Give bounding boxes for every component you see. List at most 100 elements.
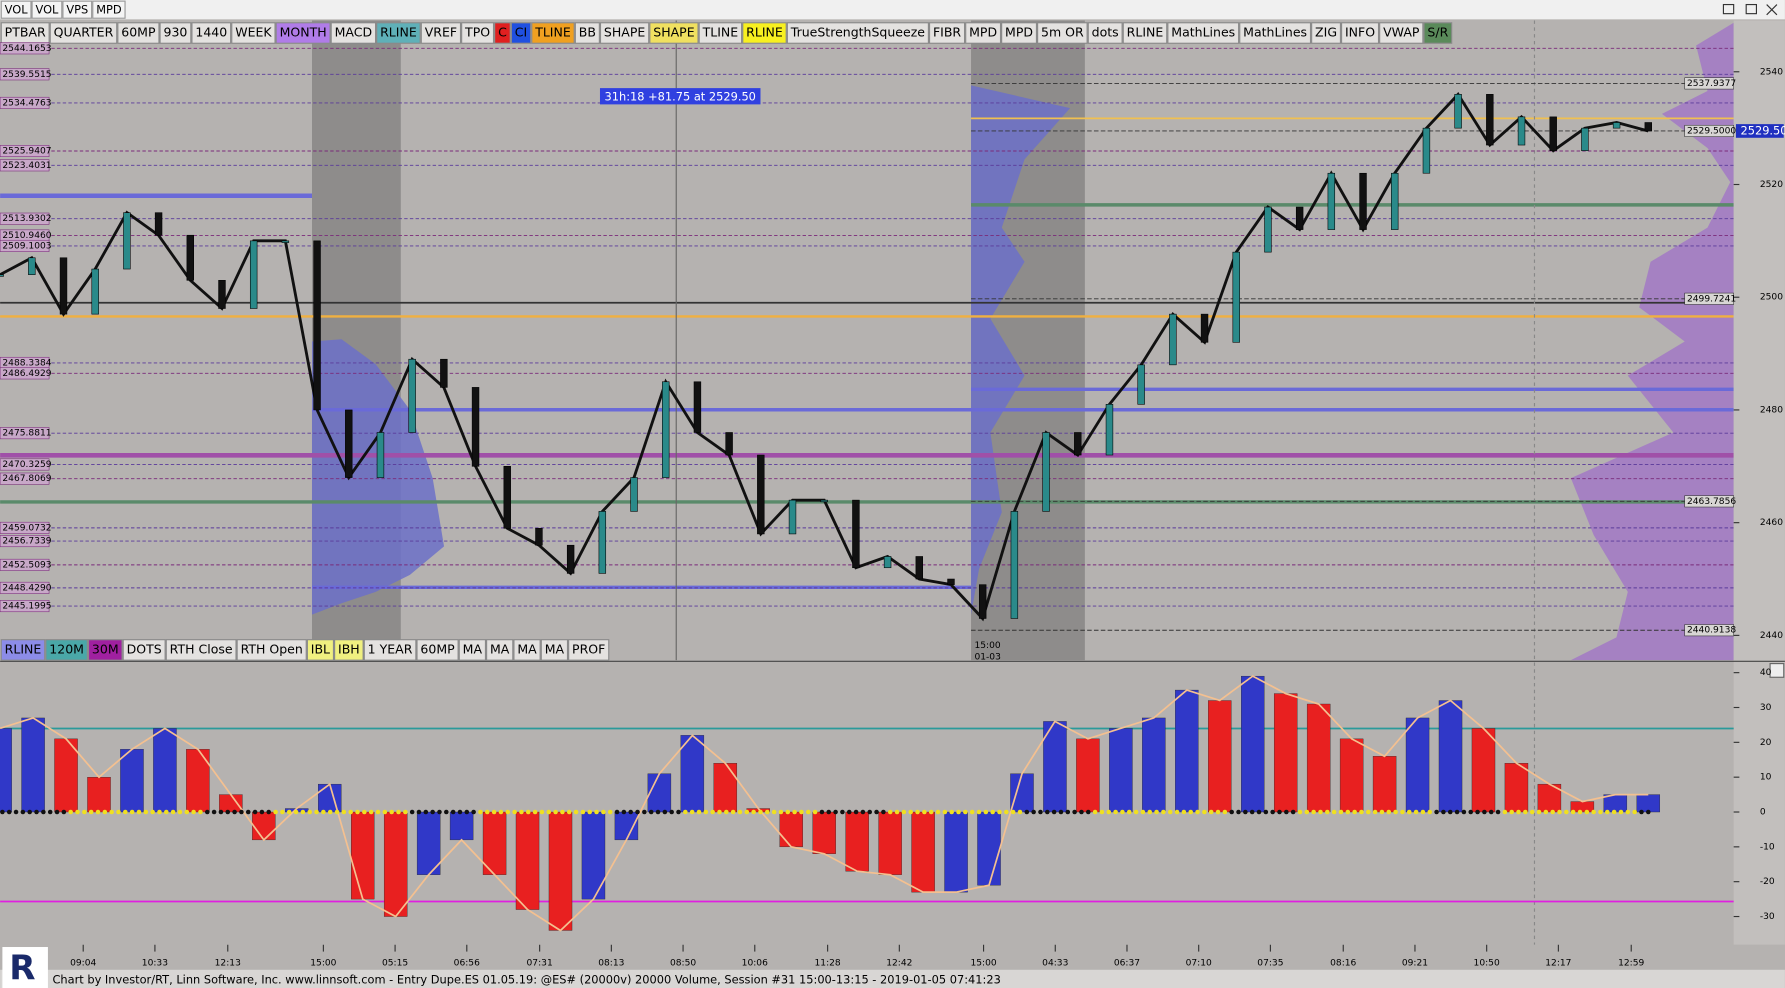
- toolbar-button-bg[interactable]: [416, 639, 459, 661]
- toolbar-button[interactable]: TLINE: [534, 25, 571, 40]
- panel-button[interactable]: [1769, 663, 1785, 678]
- menu-box[interactable]: [62, 0, 93, 19]
- toolbar-button[interactable]: RLINE: [380, 25, 417, 40]
- toolbar-button-bg[interactable]: [540, 639, 569, 661]
- toolbar-button[interactable]: MA: [517, 641, 537, 656]
- toolbar-button[interactable]: RTH Close: [170, 641, 233, 656]
- toolbar-button[interactable]: SHAPE: [604, 25, 645, 40]
- toolbar-button-bg[interactable]: [513, 639, 541, 661]
- toolbar-button-bg[interactable]: [1001, 22, 1038, 44]
- toolbar-button-bg[interactable]: [1037, 22, 1088, 44]
- menu-item[interactable]: VOL: [36, 3, 60, 17]
- toolbar-button-bg[interactable]: [1239, 22, 1312, 44]
- toolbar-button-bg[interactable]: [568, 639, 610, 661]
- toolbar-button[interactable]: SHAPE: [653, 25, 694, 40]
- toolbar-button[interactable]: 1440: [195, 25, 227, 40]
- toolbar-button[interactable]: RLINE: [5, 641, 42, 656]
- toolbar-button-bg[interactable]: [117, 22, 160, 44]
- toolbar-button-bg[interactable]: [1087, 22, 1123, 44]
- toolbar-button[interactable]: IBH: [338, 641, 360, 656]
- toolbar-button[interactable]: 60MP: [420, 641, 455, 656]
- toolbar-button[interactable]: C: [498, 25, 507, 40]
- toolbar-button[interactable]: FIBR: [933, 25, 961, 40]
- menu-item[interactable]: VPS: [66, 3, 88, 17]
- toolbar-button[interactable]: WEEK: [235, 25, 272, 40]
- toolbar-button[interactable]: BB: [579, 25, 596, 40]
- toolbar-button[interactable]: VREF: [425, 25, 457, 40]
- close-icon[interactable]: [1766, 4, 1778, 16]
- toolbar-button-bg[interactable]: [306, 639, 335, 661]
- toolbar-button-bg[interactable]: [965, 22, 1002, 44]
- toolbar-button[interactable]: MathLines: [1171, 25, 1235, 40]
- toolbar-button[interactable]: ZIG: [1315, 25, 1337, 40]
- toolbar-button-bg[interactable]: [122, 639, 166, 661]
- menu-box[interactable]: [92, 0, 126, 19]
- toolbar-button-bg[interactable]: [486, 639, 514, 661]
- toolbar-button[interactable]: VWAP: [1383, 25, 1420, 40]
- toolbar-button-bg[interactable]: [649, 22, 699, 44]
- toolbar-button[interactable]: TrueStrengthSqueeze: [790, 25, 926, 40]
- menu-item[interactable]: MPD: [96, 3, 122, 17]
- toolbar-button-bg[interactable]: [494, 22, 511, 44]
- toolbar-button-bg[interactable]: [334, 639, 364, 661]
- toolbar-button[interactable]: MPD: [969, 25, 997, 40]
- toolbar-button[interactable]: S/R: [1427, 25, 1448, 40]
- toolbar-button-bg[interactable]: [159, 22, 192, 44]
- toolbar-button[interactable]: TPO: [464, 25, 490, 40]
- toolbar-button[interactable]: IBL: [311, 641, 330, 656]
- toolbar-button[interactable]: 60MP: [121, 25, 156, 40]
- toolbar-button-bg[interactable]: [363, 639, 417, 661]
- toolbar-button[interactable]: 930: [164, 25, 188, 40]
- toolbar-button-bg[interactable]: [330, 22, 377, 44]
- toolbar-button[interactable]: CI: [515, 25, 527, 40]
- toolbar-button[interactable]: MPD: [1005, 25, 1033, 40]
- toolbar-button[interactable]: RLINE: [746, 25, 783, 40]
- toolbar-button-bg[interactable]: [420, 22, 462, 44]
- toolbar-button[interactable]: MathLines: [1243, 25, 1307, 40]
- window-controls[interactable]: [1722, 3, 1778, 16]
- toolbar-button-bg[interactable]: [231, 22, 276, 44]
- toolbar-button-bg[interactable]: [574, 22, 600, 44]
- menu-item[interactable]: VOL: [5, 3, 29, 17]
- toolbar-button-bg[interactable]: [275, 22, 331, 44]
- toolbar-button[interactable]: 1 YEAR: [368, 641, 413, 656]
- toolbar-button-bg[interactable]: [49, 22, 118, 44]
- toolbar-button[interactable]: 30M: [92, 641, 119, 656]
- toolbar-button[interactable]: RTH Open: [241, 641, 303, 656]
- toolbar-button-bg[interactable]: [165, 639, 237, 661]
- menu-box[interactable]: [31, 0, 63, 19]
- toolbar-button[interactable]: RLINE: [1127, 25, 1164, 40]
- toolbar-button[interactable]: MACD: [335, 25, 373, 40]
- toolbar-button-bg[interactable]: [1167, 22, 1240, 44]
- toolbar-button-bg[interactable]: [191, 22, 232, 44]
- toolbar-button-bg[interactable]: [1311, 22, 1342, 44]
- maximize-icon[interactable]: [1745, 3, 1758, 15]
- toolbar-button-bg[interactable]: [1122, 22, 1168, 44]
- toolbar-button-bg[interactable]: [742, 22, 787, 44]
- toolbar-button-bg[interactable]: [786, 22, 929, 44]
- toolbar-button[interactable]: QUARTER: [54, 25, 114, 40]
- toolbar-button[interactable]: PTBAR: [5, 25, 46, 40]
- toolbar-button[interactable]: TLINE: [702, 25, 739, 40]
- toolbar-button-bg[interactable]: [698, 22, 743, 44]
- toolbar-button[interactable]: PROF: [572, 641, 605, 656]
- toolbar-button-bg[interactable]: [376, 22, 421, 44]
- toolbar-button[interactable]: dots: [1092, 25, 1119, 40]
- menu-box[interactable]: [0, 0, 32, 19]
- toolbar-button-bg[interactable]: [1423, 22, 1453, 44]
- toolbar-button[interactable]: MA: [490, 641, 510, 656]
- toolbar-button-bg[interactable]: [531, 22, 575, 44]
- toolbar-button[interactable]: MA: [463, 641, 483, 656]
- toolbar-button-bg[interactable]: [458, 639, 487, 661]
- toolbar-button-bg[interactable]: [87, 639, 123, 661]
- toolbar-button[interactable]: MA: [545, 641, 565, 656]
- toolbar-button-bg[interactable]: [599, 22, 650, 44]
- toolbar-button-bg[interactable]: [510, 22, 532, 44]
- toolbar-button-bg[interactable]: [928, 22, 966, 44]
- toolbar-button[interactable]: INFO: [1345, 25, 1375, 40]
- toolbar-button-bg[interactable]: [0, 639, 46, 661]
- toolbar-button-bg[interactable]: [461, 22, 495, 44]
- toolbar-button[interactable]: 5m OR: [1041, 25, 1084, 40]
- toolbar-button[interactable]: DOTS: [127, 641, 162, 656]
- toolbar-button[interactable]: 120M: [49, 641, 84, 656]
